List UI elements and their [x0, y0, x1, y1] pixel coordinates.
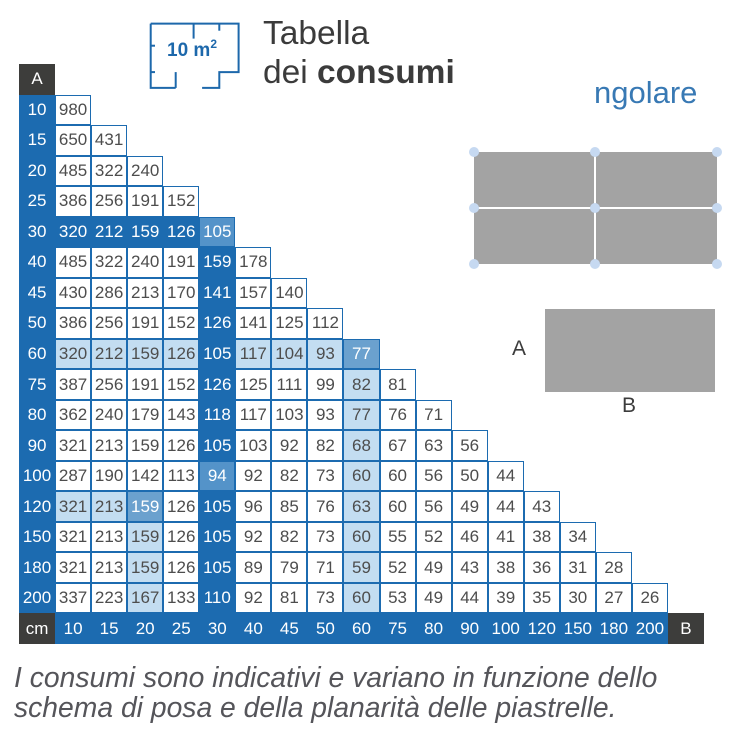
svg-text:10 m2: 10 m2 [167, 37, 217, 61]
